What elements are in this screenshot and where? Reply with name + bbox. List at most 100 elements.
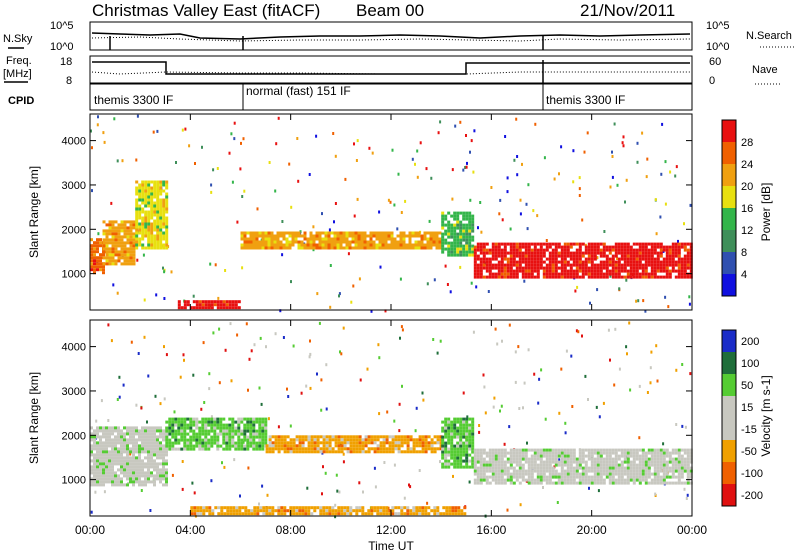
velocity-band-3-cell [450,438,454,442]
power-band-3-cell [363,243,367,247]
velocity-band-0-cell [147,435,150,439]
velocity-band-2-cell [292,447,296,451]
power-band-3-cell [285,246,289,250]
velocity-scatter-cell [208,372,211,376]
velocity-band-4-cell [641,457,645,461]
velocity-scatter-cell [542,486,544,489]
velocity-band-2-cell [433,441,437,445]
power-band-2-cell [147,180,151,184]
velocity-band-4-cell [608,454,612,458]
power-band-5-cell [518,263,522,267]
velocity-band-5-cell [328,509,332,513]
power-scatter-cell [416,149,419,153]
velocity-band-1-cell [171,423,175,427]
power-band-4-cell [441,220,445,224]
velocity-band-3-cell [462,450,466,454]
power-band-5-cell [521,260,525,264]
velocity-band-0-cell [117,483,120,487]
velocity-band-3-cell [456,462,460,466]
power-band-3-cell [267,246,271,250]
power-scatter-cell [210,190,213,194]
velocity-band-0-cell [105,459,108,463]
power-scatter-cell [444,264,447,268]
velocity-band-2-cell [388,447,392,451]
velocity-band-4-cell [680,463,684,467]
velocity-band-4-cell [560,454,564,458]
velocity-band-0-cell [99,477,102,481]
velocity-band-4-cell [512,451,516,455]
power-band-5-cell [620,263,624,267]
power-scatter-cell [281,220,284,223]
power-band-2-cell [159,246,163,250]
velocity-band-4-cell [536,463,540,467]
velocity-band-1-cell [168,441,172,445]
velocity-band-1-cell [210,444,214,448]
velocity-band-1-cell [249,429,253,433]
power-band-5-cell [632,242,636,246]
power-band-2-cell [153,213,157,217]
power-band-2-cell [159,237,163,241]
power-band-5-cell [686,251,690,255]
velocity-band-1-cell [165,420,169,424]
velocity-band-0-cell [96,450,99,454]
power-band-5-cell [569,257,573,261]
power-band-3-cell [270,231,274,235]
velocity-band-2-cell [361,447,365,451]
power-band-6-cell [219,303,223,307]
power-band-1-cell [120,223,124,227]
velocity-scatter-cell [565,349,568,353]
velocity-band-4-cell [536,478,540,482]
velocity-band-4-cell [479,478,483,482]
power-band-1-cell [114,250,118,254]
power-band-4-cell [462,226,466,230]
velocity-band-3-cell [471,423,475,427]
power-band-3-cell [390,237,394,241]
power-band-5-cell [527,260,531,264]
velocity-band-4-cell [518,466,522,470]
velocity-band-2-cell [328,444,332,448]
velocity-band-2-cell [352,450,356,454]
power-band-3-cell [327,246,331,250]
velocity-band-4-cell [608,481,612,485]
velocity-band-2-cell [349,444,353,448]
power-band-5-cell [689,263,693,267]
velocity-band-4-cell [647,448,651,452]
power-band-3-cell [246,237,250,241]
velocity-band-1-cell [258,444,262,448]
velocity-band-0-cell [126,429,129,433]
velocity-band-1-cell [216,417,220,421]
power-band-2-cell [144,192,148,196]
power-band-5-cell [677,257,681,261]
velocity-band-4-cell [578,475,582,479]
velocity-band-2-cell [289,447,293,451]
power-scatter-cell [384,309,387,313]
velocity-scatter-cell [581,334,583,338]
velocity-band-4-cell [626,448,630,452]
velocity-band-0-cell [129,456,132,460]
power-band-2-cell [135,213,139,217]
velocity-band-3-cell [447,438,451,442]
velocity-band-2-cell [298,441,302,445]
power-band-3-cell [402,234,406,238]
power-band-5-cell [569,266,573,270]
velocity-band-4-cell [533,451,537,455]
velocity-band-5-cell [424,509,428,513]
power-band-3-cell [429,240,433,244]
power-band-3-cell [246,231,250,235]
power-band-5-cell [521,245,525,249]
power-scatter-cell [334,202,337,205]
power-band-3-cell [312,240,316,244]
velocity-band-3-cell [453,429,457,433]
velocity-band-3-cell [456,432,460,436]
velocity-band-0-cell [162,471,165,475]
velocity-band-2-cell [358,450,362,454]
power-band-0-cell [90,262,93,266]
power-band-5-cell [581,269,585,273]
power-scatter-cell [625,278,628,282]
velocity-band-2-cell [301,450,305,454]
velocity-band-0-cell [111,429,114,433]
velocity-band-1-cell [237,426,241,430]
power-scatter-cell [664,202,667,206]
power-band-1-cell [126,232,130,236]
velocity-band-4-cell [578,451,582,455]
